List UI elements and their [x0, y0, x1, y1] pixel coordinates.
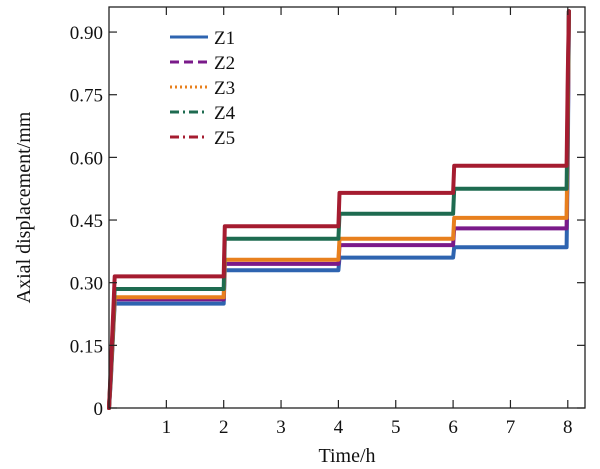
y-tick-label: 0.75 [70, 86, 103, 107]
y-tick-label: 0.45 [70, 211, 103, 232]
x-tick-label: 8 [563, 417, 573, 438]
legend-label-z2: Z2 [214, 53, 235, 74]
legend: Z1 Z2 Z3 Z4 Z5 [170, 28, 236, 149]
ticks-layer: 1 2 3 4 5 6 7 8 0 0.15 0.30 0.45 0.60 0.75 0.90 [70, 7, 585, 438]
series-layer [107, 9, 571, 410]
legend-label-z4: Z4 [214, 103, 236, 124]
x-tick-label: 7 [506, 417, 516, 438]
legend-label-z5: Z5 [214, 128, 235, 149]
legend-label-z3: Z3 [214, 78, 235, 99]
x-axis-title: Time/h [318, 445, 375, 467]
x-tick-label: 2 [219, 417, 229, 438]
x-tick-label: 5 [391, 417, 401, 438]
series-line-z5 [107, 9, 571, 410]
x-tick-label: 3 [276, 417, 286, 438]
y-tick-label: 0.15 [70, 336, 103, 357]
x-tick-label: 4 [334, 417, 344, 438]
y-tick-label: 0 [94, 399, 104, 420]
plot-frame [108, 6, 586, 409]
y-tick-label: 0.90 [70, 23, 103, 44]
y-tick-label: 0.60 [70, 148, 103, 169]
y-tick-label: 0.30 [70, 274, 103, 295]
legend-label-z1: Z1 [214, 28, 235, 49]
x-tick-label: 1 [162, 417, 172, 438]
x-tick-label: 6 [448, 417, 458, 438]
y-axis-title: Axial displacement/mm [13, 111, 35, 303]
